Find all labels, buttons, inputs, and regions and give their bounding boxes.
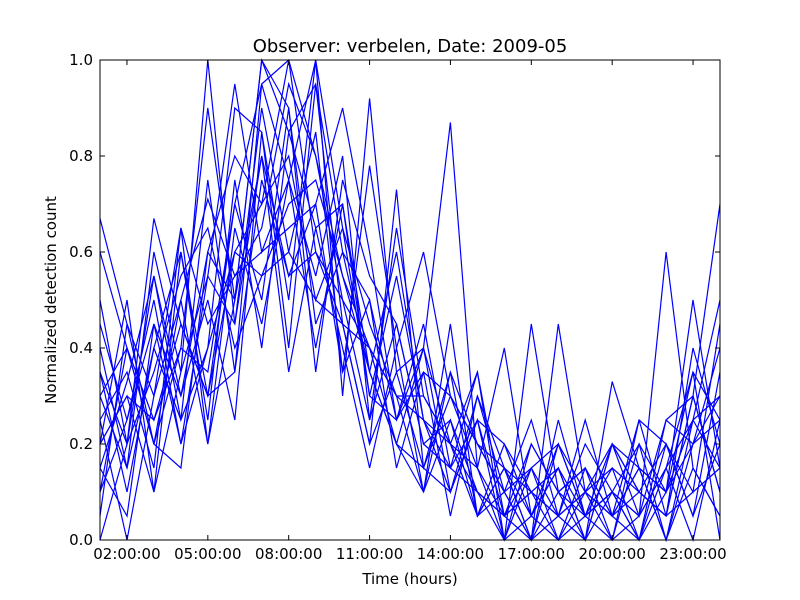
x-tick-label: 23:00:00	[659, 545, 726, 563]
x-tick-label: 17:00:00	[498, 545, 565, 563]
series-line-19	[99, 155, 721, 541]
series-line-2	[99, 58, 721, 543]
chart-title: Observer: verbelen, Date: 2009-05	[253, 36, 568, 57]
series-layer	[99, 58, 721, 543]
x-tick-label: 20:00:00	[578, 545, 645, 563]
series-line-17	[99, 179, 721, 542]
y-tick-label: 0.0	[69, 531, 93, 549]
series-line-12	[99, 154, 721, 543]
y-tick-label: 0.6	[69, 243, 93, 261]
x-axis-label: Time (hours)	[361, 570, 457, 588]
y-tick-label: 0.8	[69, 147, 93, 165]
x-tick-label: 14:00:00	[417, 545, 484, 563]
series-line-13	[99, 178, 721, 542]
series-line-14	[99, 107, 721, 542]
y-tick-label: 0.4	[69, 339, 93, 357]
series-line-6	[99, 59, 721, 542]
x-tick-label: 11:00:00	[336, 545, 403, 563]
x-tick-label: 02:00:00	[93, 545, 160, 563]
x-tick-label: 08:00:00	[255, 545, 322, 563]
y-axis-label: Normalized detection count	[42, 196, 60, 404]
tick-layer: 02:00:00 05:00:00 08:00:00 11:00:00 14:00:00…	[69, 51, 727, 563]
x-tick-label: 05:00:00	[174, 545, 241, 563]
plot-frame	[99, 59, 721, 541]
y-tick-label: 1.0	[69, 51, 93, 69]
series-line-11	[99, 107, 721, 541]
series-line-20	[99, 250, 721, 542]
y-tick-label: 0.2	[69, 435, 93, 453]
